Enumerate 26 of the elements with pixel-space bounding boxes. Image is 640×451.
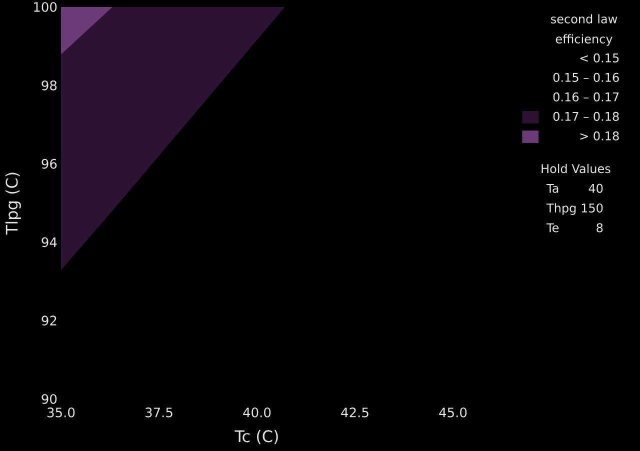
text: > 0.18 bbox=[580, 131, 619, 140]
y-tick-label: 96 bbox=[42, 158, 57, 169]
x-tick-label: 37.5 bbox=[146, 408, 172, 418]
y-tick-label: 98 bbox=[42, 80, 57, 90]
y-tick-label: 92 bbox=[42, 316, 56, 326]
text: Thpg bbox=[546, 203, 576, 215]
x-tick-label: 45.0 bbox=[439, 408, 467, 418]
text: 40 bbox=[588, 184, 603, 193]
y-tick-label: 90 bbox=[42, 394, 57, 404]
text: Te bbox=[546, 223, 559, 232]
text: Hold Values bbox=[542, 164, 610, 174]
legend-label: 0.17 – 0.18 bbox=[553, 112, 619, 121]
text: 0.15 – 0.16 bbox=[553, 72, 619, 82]
y-tick-label: 94 bbox=[42, 237, 57, 248]
text: < 0.15 bbox=[580, 53, 619, 62]
text: Ta bbox=[546, 184, 558, 193]
legend-title: second law efficiency bbox=[551, 14, 618, 46]
y-tick-label: 100 bbox=[34, 2, 57, 12]
text: 150 bbox=[582, 203, 603, 213]
y-axis-title: Tlpg (C) bbox=[5, 172, 21, 235]
text: 0.16 – 0.17 bbox=[553, 92, 619, 102]
text: 8 bbox=[596, 223, 603, 232]
x-tick-label: 35.0 bbox=[48, 408, 75, 418]
x-tick-label: 42.5 bbox=[341, 408, 368, 418]
x-axis-title: Tc (C) bbox=[234, 430, 278, 444]
x-tick-label: 40.0 bbox=[243, 408, 271, 418]
